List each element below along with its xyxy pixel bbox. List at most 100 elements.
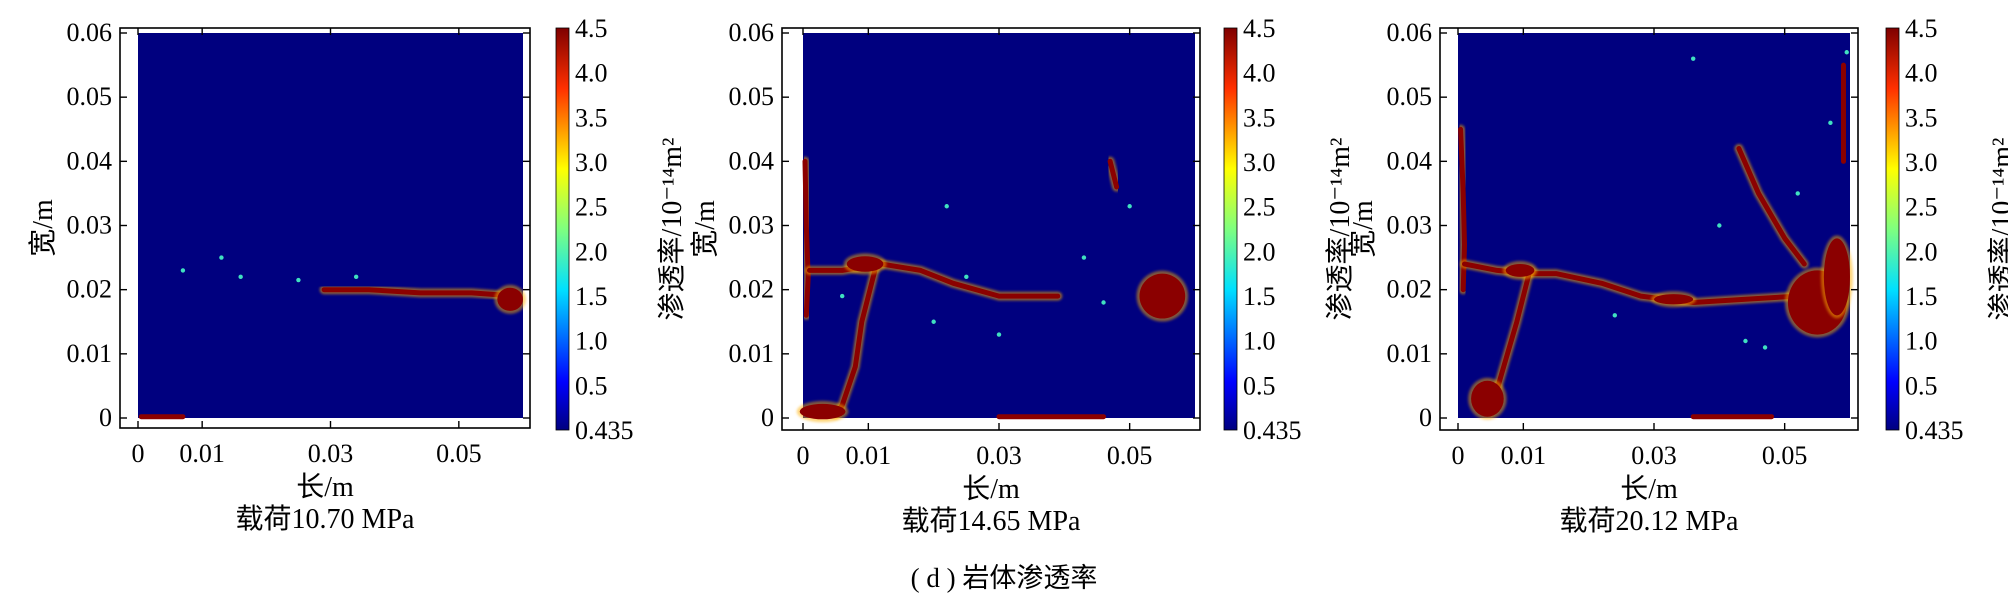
speckle xyxy=(964,274,969,280)
y-tick-label: 0.04 xyxy=(729,146,775,175)
y-tick-label: 0.05 xyxy=(67,82,113,111)
y-tick-label: 0 xyxy=(1419,403,1432,432)
panel-2: 0 0.01 0.02 0.03 0.04 0.05 0.06 0 0.01 0.03 0.05 长/… xyxy=(689,14,1356,537)
x-axis-label: 长/m xyxy=(962,473,1020,505)
fracture xyxy=(1107,158,1120,190)
colorbar-tick-label: 1.0 xyxy=(1243,327,1276,356)
x-tick-label: 0 xyxy=(132,439,145,468)
y-tick-label: 0.03 xyxy=(729,211,775,240)
colorbar-tick-label: 4.0 xyxy=(1905,59,1938,88)
speckle xyxy=(353,274,359,280)
x-tick-label: 0.03 xyxy=(308,439,354,468)
y-tick-label: 0.01 xyxy=(729,339,775,368)
colorbar-tick-label: 1.5 xyxy=(1905,282,1938,311)
fracture xyxy=(802,158,811,318)
damage-zone xyxy=(497,287,523,311)
y-tick-label: 0.05 xyxy=(729,82,775,111)
y-tick-label: 0.04 xyxy=(1387,146,1433,175)
colorbar-label: 渗透率/10⁻¹⁴m² xyxy=(1324,138,1356,321)
x-tick-label: 0 xyxy=(1452,441,1465,470)
speckle xyxy=(296,277,301,283)
colorbar-tick-label: 2.0 xyxy=(575,237,608,266)
colorbar-tick-label: 2.0 xyxy=(1905,237,1938,266)
colorbar-tick-label: 4.5 xyxy=(1905,14,1938,43)
speckle xyxy=(1612,313,1618,318)
colorbar-label: 渗透率/10⁻¹⁴m² xyxy=(1986,138,2008,321)
y-tick-label: 0.02 xyxy=(729,275,775,304)
x-tick-label: 0.01 xyxy=(179,439,225,468)
speckle xyxy=(996,332,1002,337)
y-axis-label: 宽/m xyxy=(27,199,59,257)
colorbar-tick-label: 2.5 xyxy=(1243,193,1276,222)
damage-zone xyxy=(1139,273,1186,319)
speckle xyxy=(1717,223,1722,228)
speckle xyxy=(1795,191,1800,196)
panel-3: 0 0.01 0.02 0.03 0.04 0.05 0.06 0 0.01 0.03 0.05 长/… xyxy=(1347,14,2008,537)
y-tick-label: 0.06 xyxy=(1387,18,1433,47)
y-tick-label: 0 xyxy=(99,403,112,432)
colorbar xyxy=(1223,27,1238,431)
panel-caption: 载荷14.65 MPa xyxy=(902,505,1081,537)
colorbar-tick-label: 1.5 xyxy=(1243,282,1276,311)
heatmap-background xyxy=(803,33,1195,418)
colorbar-tick-label: 3.5 xyxy=(1905,103,1938,132)
speckle xyxy=(944,204,949,209)
y-tick-label: 0 xyxy=(761,403,774,432)
axes-frame xyxy=(119,27,531,429)
x-tick-label: 0.03 xyxy=(1631,441,1677,470)
y-tick-label: 0.06 xyxy=(67,18,113,47)
speckle xyxy=(1127,204,1132,209)
colorbar-tick-label: 0.435 xyxy=(575,416,634,445)
speckle xyxy=(1762,345,1768,350)
x-tick-label: 0.05 xyxy=(1107,441,1153,470)
speckle xyxy=(180,268,186,273)
speckle xyxy=(931,319,936,324)
fracture xyxy=(807,261,1061,299)
x-axis-label: 长/m xyxy=(296,471,354,503)
axes-frame xyxy=(1439,27,1859,431)
x-tick-label: 0.05 xyxy=(436,439,482,468)
speckle xyxy=(840,293,845,299)
axes-frame xyxy=(781,27,1201,431)
y-tick-label: 0.01 xyxy=(1387,339,1433,368)
y-tick-label: 0.06 xyxy=(729,18,775,47)
speckle xyxy=(1844,50,1849,55)
colorbar xyxy=(555,27,570,431)
fracture xyxy=(1736,146,1807,267)
colorbar-tick-label: 2.5 xyxy=(1905,193,1938,222)
colorbar-tick-label: 4.0 xyxy=(575,59,608,88)
colorbar-tick-label: 0.5 xyxy=(1243,371,1276,400)
panel-1: 0 0.01 0.02 0.03 0.04 0.05 0.06 0 0.01 0.03 0.05 长/… xyxy=(27,14,688,535)
colorbar-tick-label: 3.0 xyxy=(575,148,608,177)
colorbar-tick-label: 3.0 xyxy=(1905,148,1938,177)
colorbar-tick-label: 2.5 xyxy=(575,193,608,222)
speckle xyxy=(238,274,243,280)
y-axis-label: 宽/m xyxy=(689,200,721,258)
y-tick-label: 0.03 xyxy=(1387,211,1433,240)
y-tick-label: 0.05 xyxy=(1387,82,1433,111)
speckle xyxy=(1101,300,1106,305)
colorbar-tick-label: 3.5 xyxy=(575,103,608,132)
x-tick-label: 0.05 xyxy=(1762,441,1808,470)
speckle xyxy=(1081,255,1087,260)
speckle xyxy=(1691,56,1696,61)
figure-caption: ( d ) 岩体渗透率 xyxy=(911,563,1098,593)
damage-zone xyxy=(1505,264,1535,277)
fracture xyxy=(321,287,520,299)
panel-caption: 载荷20.12 MPa xyxy=(1560,505,1739,537)
damage-zone xyxy=(1471,380,1504,417)
y-tick-label: 0.02 xyxy=(1387,275,1433,304)
damage-zone xyxy=(799,403,846,420)
x-tick-label: 0.01 xyxy=(846,441,892,470)
speckle xyxy=(219,255,224,260)
colorbar-tick-label: 4.5 xyxy=(575,14,608,43)
colorbar-tick-label: 1.5 xyxy=(575,282,608,311)
colorbar-tick-label: 4.5 xyxy=(1243,14,1276,43)
x-tick-label: 0.03 xyxy=(976,441,1022,470)
colorbar xyxy=(1885,27,1900,431)
x-tick-label: 0 xyxy=(797,441,810,470)
x-tick-label: 0.01 xyxy=(1501,441,1547,470)
colorbar-tick-label: 0.435 xyxy=(1243,416,1302,445)
y-tick-label: 0.01 xyxy=(67,339,113,368)
